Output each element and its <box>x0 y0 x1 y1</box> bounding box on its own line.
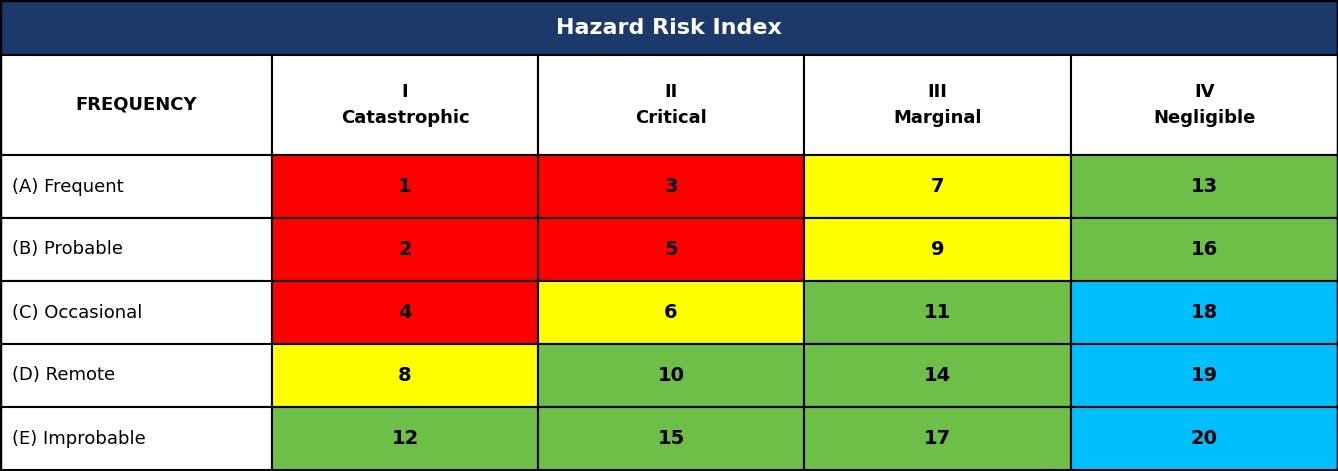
Text: (E) Improbable: (E) Improbable <box>12 430 146 447</box>
Bar <box>538 344 804 407</box>
Bar <box>804 55 1070 155</box>
Text: 1: 1 <box>399 177 412 196</box>
Bar <box>804 155 1070 218</box>
Text: 4: 4 <box>399 303 412 322</box>
Bar <box>272 55 538 155</box>
Text: (B) Probable: (B) Probable <box>12 241 123 259</box>
Text: II
Critical: II Critical <box>636 83 706 127</box>
Text: 15: 15 <box>657 429 685 448</box>
Bar <box>538 281 804 344</box>
Text: 14: 14 <box>923 366 951 385</box>
Text: (C) Occasional: (C) Occasional <box>12 303 142 322</box>
Text: (D) Remote: (D) Remote <box>12 366 115 384</box>
Text: 19: 19 <box>1191 366 1218 385</box>
Bar <box>272 407 538 470</box>
Bar <box>0 218 272 281</box>
Bar <box>272 218 538 281</box>
Bar <box>804 407 1070 470</box>
Text: (A) Frequent: (A) Frequent <box>12 178 123 195</box>
Bar <box>0 155 272 218</box>
Text: 11: 11 <box>923 303 951 322</box>
Text: 20: 20 <box>1191 429 1218 448</box>
Bar <box>0 55 272 155</box>
Bar <box>538 218 804 281</box>
Text: 13: 13 <box>1191 177 1218 196</box>
Bar <box>1070 218 1338 281</box>
Bar <box>538 155 804 218</box>
Bar <box>1070 55 1338 155</box>
Text: III
Marginal: III Marginal <box>894 83 982 127</box>
Text: 16: 16 <box>1191 240 1218 259</box>
Bar <box>0 0 1338 55</box>
Text: 9: 9 <box>931 240 945 259</box>
Text: 3: 3 <box>664 177 678 196</box>
Text: 7: 7 <box>931 177 945 196</box>
Bar <box>1070 407 1338 470</box>
Bar <box>1070 281 1338 344</box>
Bar <box>538 55 804 155</box>
Bar <box>804 344 1070 407</box>
Text: 17: 17 <box>925 429 951 448</box>
Text: FREQUENCY: FREQUENCY <box>75 96 197 114</box>
Bar <box>272 281 538 344</box>
Text: 2: 2 <box>399 240 412 259</box>
Text: IV
Negligible: IV Negligible <box>1153 83 1255 127</box>
Bar <box>1070 155 1338 218</box>
Text: 18: 18 <box>1191 303 1218 322</box>
Bar <box>0 344 272 407</box>
Bar <box>272 344 538 407</box>
Bar <box>0 407 272 470</box>
Bar <box>0 281 272 344</box>
Text: I
Catastrophic: I Catastrophic <box>341 83 470 127</box>
Text: 6: 6 <box>664 303 678 322</box>
Bar <box>1070 344 1338 407</box>
Text: Hazard Risk Index: Hazard Risk Index <box>557 17 781 38</box>
Bar <box>804 218 1070 281</box>
Text: 10: 10 <box>657 366 685 385</box>
Text: 8: 8 <box>399 366 412 385</box>
Text: 12: 12 <box>392 429 419 448</box>
Bar <box>804 281 1070 344</box>
Bar <box>538 407 804 470</box>
Bar <box>272 155 538 218</box>
Text: 5: 5 <box>664 240 678 259</box>
